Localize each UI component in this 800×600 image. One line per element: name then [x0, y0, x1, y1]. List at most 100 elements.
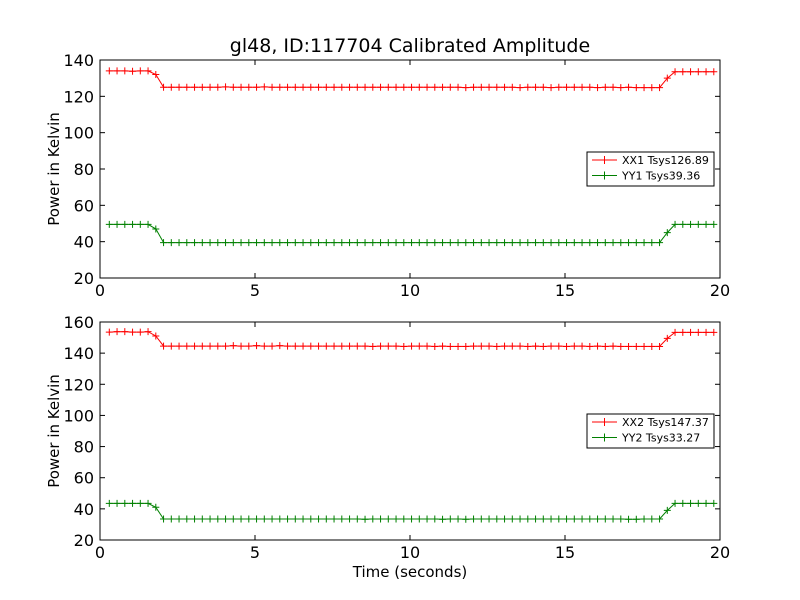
data-point — [516, 84, 524, 92]
data-point — [532, 515, 540, 523]
x-tick-label: 15 — [555, 281, 575, 300]
data-point — [632, 515, 640, 523]
data-point — [136, 499, 144, 507]
data-point — [578, 342, 586, 350]
data-point — [198, 83, 206, 91]
x-tick-label: 20 — [710, 543, 730, 562]
data-point — [129, 499, 137, 507]
data-point — [315, 83, 323, 91]
x-tick-label: 20 — [710, 281, 730, 300]
y-tick-label: 160 — [63, 313, 94, 332]
data-point — [640, 515, 648, 523]
data-point — [315, 515, 323, 523]
data-point — [353, 83, 361, 91]
data-point — [648, 84, 656, 92]
data-point — [330, 515, 338, 523]
data-point — [493, 515, 501, 523]
data-point — [167, 342, 175, 350]
data-point — [183, 342, 191, 350]
data-point — [299, 239, 307, 247]
data-point — [276, 342, 284, 350]
data-point — [439, 239, 447, 247]
data-point — [710, 499, 718, 507]
data-point — [563, 342, 571, 350]
data-point — [586, 342, 594, 350]
data-point — [470, 83, 478, 91]
data-point — [361, 239, 369, 247]
data-point — [245, 83, 253, 91]
data-point — [237, 239, 245, 247]
data-point — [400, 83, 408, 91]
data-point — [625, 515, 633, 523]
data-point — [237, 342, 245, 350]
data-point — [291, 342, 299, 350]
data-point — [253, 342, 261, 350]
data-point — [353, 515, 361, 523]
data-point — [105, 220, 113, 228]
data-point — [392, 83, 400, 91]
data-point — [423, 239, 431, 247]
data-point — [508, 239, 516, 247]
data-point — [454, 515, 462, 523]
data-point — [710, 220, 718, 228]
data-point — [214, 342, 222, 350]
data-point — [679, 68, 687, 76]
data-point — [152, 332, 160, 340]
data-point — [284, 342, 292, 350]
data-point — [253, 239, 261, 247]
data-point — [167, 83, 175, 91]
legend-label: XX2 Tsys147.37 — [622, 416, 709, 429]
data-point — [539, 239, 547, 247]
data-point — [687, 220, 695, 228]
data-point — [129, 328, 137, 336]
data-point — [245, 239, 253, 247]
data-point — [369, 83, 377, 91]
data-point — [671, 499, 679, 507]
data-point — [291, 515, 299, 523]
data-point — [222, 515, 230, 523]
data-point — [625, 83, 633, 91]
data-point — [555, 342, 563, 350]
data-point — [439, 83, 447, 91]
data-point — [594, 84, 602, 92]
x-tick-label: 0 — [95, 281, 105, 300]
data-point — [377, 239, 385, 247]
data-point — [206, 83, 214, 91]
data-point — [594, 515, 602, 523]
data-point — [501, 83, 509, 91]
data-point — [702, 499, 710, 507]
data-point — [570, 515, 578, 523]
y-tick-label: 80 — [74, 438, 94, 457]
data-point — [485, 515, 493, 523]
data-point — [694, 499, 702, 507]
data-point — [144, 67, 152, 75]
data-point — [578, 83, 586, 91]
data-point — [640, 239, 648, 247]
data-point — [222, 83, 230, 91]
data-point — [671, 68, 679, 76]
data-point — [361, 342, 369, 350]
y-tick-label: 140 — [63, 51, 94, 70]
data-point — [214, 515, 222, 523]
data-point — [555, 239, 563, 247]
data-point — [384, 239, 392, 247]
data-point — [105, 67, 113, 75]
data-point — [206, 342, 214, 350]
data-point — [152, 225, 160, 233]
data-point — [570, 239, 578, 247]
data-point — [524, 515, 532, 523]
y-tick-label: 140 — [63, 344, 94, 363]
data-point — [198, 239, 206, 247]
data-point — [694, 220, 702, 228]
data-point — [400, 239, 408, 247]
data-point — [547, 84, 555, 92]
data-point — [539, 83, 547, 91]
data-point — [508, 342, 516, 350]
y-axis-label-bottom: Power in Kelvin — [45, 374, 63, 488]
data-point — [136, 67, 144, 75]
data-point — [462, 239, 470, 247]
data-point — [656, 342, 664, 350]
data-point — [532, 239, 540, 247]
data-point — [601, 83, 609, 91]
data-point — [299, 83, 307, 91]
